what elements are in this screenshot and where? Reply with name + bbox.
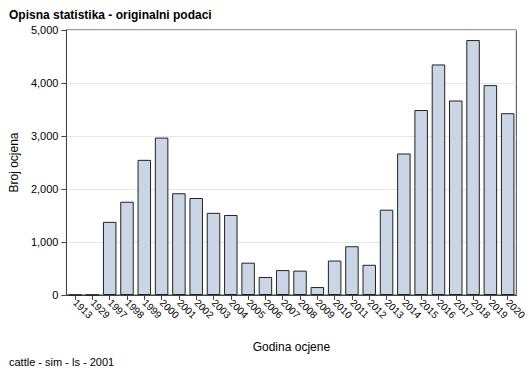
svg-text:1913: 1913 bbox=[71, 297, 95, 321]
svg-text:3,000: 3,000 bbox=[31, 130, 59, 142]
svg-text:2001: 2001 bbox=[175, 297, 199, 321]
svg-text:2012: 2012 bbox=[365, 297, 389, 321]
svg-text:2008: 2008 bbox=[296, 297, 320, 321]
svg-text:1997: 1997 bbox=[105, 297, 130, 321]
svg-text:2010: 2010 bbox=[330, 297, 355, 321]
svg-text:Godina ocjene: Godina ocjene bbox=[253, 340, 331, 354]
svg-text:2004: 2004 bbox=[226, 297, 251, 321]
svg-text:1,000: 1,000 bbox=[31, 236, 59, 248]
svg-text:2013: 2013 bbox=[382, 297, 407, 321]
svg-text:2003: 2003 bbox=[209, 297, 234, 321]
svg-text:cattle - sim - ls - 2001: cattle - sim - ls - 2001 bbox=[9, 356, 114, 368]
svg-text:4,000: 4,000 bbox=[31, 77, 59, 89]
svg-text:1929: 1929 bbox=[88, 297, 112, 321]
svg-text:1998: 1998 bbox=[123, 297, 147, 321]
svg-text:2014: 2014 bbox=[400, 297, 424, 321]
svg-text:2006: 2006 bbox=[261, 297, 285, 321]
svg-text:0: 0 bbox=[52, 289, 58, 301]
svg-text:2000: 2000 bbox=[157, 297, 182, 321]
svg-text:2,000: 2,000 bbox=[31, 183, 59, 195]
svg-text:1999: 1999 bbox=[140, 297, 164, 321]
svg-text:2017: 2017 bbox=[451, 297, 476, 321]
svg-text:2002: 2002 bbox=[192, 297, 216, 321]
svg-text:2015: 2015 bbox=[417, 297, 441, 321]
svg-text:2018: 2018 bbox=[469, 297, 493, 321]
svg-text:2007: 2007 bbox=[278, 297, 303, 321]
svg-text:2019: 2019 bbox=[486, 297, 510, 321]
svg-text:2005: 2005 bbox=[244, 297, 268, 321]
svg-text:5,000: 5,000 bbox=[31, 24, 59, 36]
svg-text:2020: 2020 bbox=[504, 297, 528, 321]
svg-text:2011: 2011 bbox=[348, 297, 371, 320]
svg-text:Broj ocjena: Broj ocjena bbox=[7, 132, 21, 192]
svg-text:Opisna statistika - originalni: Opisna statistika - originalni podaci bbox=[9, 8, 212, 22]
svg-text:2016: 2016 bbox=[434, 297, 459, 321]
svg-text:2009: 2009 bbox=[313, 297, 337, 321]
